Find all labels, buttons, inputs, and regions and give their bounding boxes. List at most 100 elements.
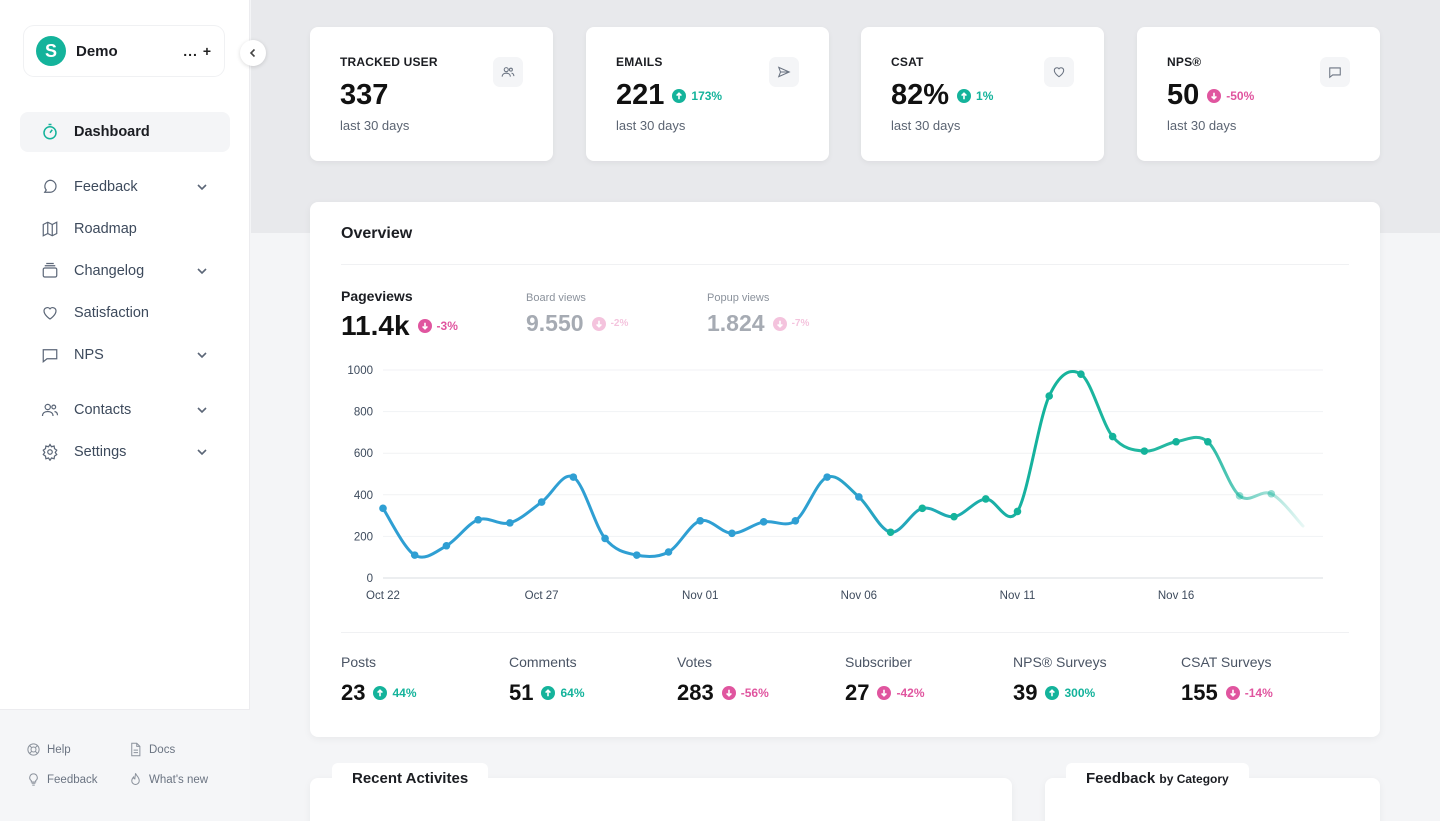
feedback-category-title-suffix: by Category: [1159, 772, 1229, 786]
sidebar-item-label: Changelog: [74, 263, 145, 279]
lightbulb-icon: [29, 773, 38, 786]
delta-value: 1%: [976, 88, 994, 103]
help-label: Help: [47, 743, 71, 756]
data-point: [981, 495, 990, 503]
sidebar-item-nps[interactable]: NPS: [20, 335, 230, 375]
stat-card-tracked-user[interactable]: TRACKED USER 337 last 30 days: [310, 27, 553, 161]
data-point: [1267, 489, 1276, 498]
arrow-down-icon: [1225, 686, 1240, 700]
whats-new-link[interactable]: What's new: [128, 772, 208, 787]
workspace-switcher[interactable]: S Demo ... +: [24, 26, 224, 76]
arrow-down-icon: [877, 686, 892, 700]
stat-value: 50: [1167, 79, 1200, 111]
feedback-link[interactable]: Feedback: [26, 772, 98, 787]
metric-pageviews[interactable]: Pageviews 11.4k -3%: [341, 288, 458, 342]
bottom-stat-comments[interactable]: Comments 51 64%: [509, 654, 585, 706]
data-point: [410, 551, 419, 559]
arrow-up-icon: [1045, 686, 1060, 700]
data-point: [379, 504, 387, 513]
workspace-name: Demo: [76, 42, 118, 60]
delta-value: -14%: [1244, 686, 1273, 700]
data-point: [506, 519, 514, 527]
data-point: [696, 517, 705, 525]
bottom-stat-subscriber[interactable]: Subscriber 27 -42%: [845, 654, 925, 706]
stat-value: 221: [616, 79, 665, 111]
users-icon: [40, 400, 60, 420]
metric-popup-views[interactable]: Popup views 1.824 -7%: [707, 292, 809, 337]
delta-value: -56%: [740, 686, 769, 700]
delta-badge: 300%: [1045, 686, 1095, 700]
sidebar-item-satisfaction[interactable]: Satisfaction: [20, 293, 230, 333]
y-tick-label: 1000: [347, 365, 373, 377]
sidebar-item-label: Contacts: [74, 402, 132, 418]
stat-subtitle: last 30 days: [340, 118, 410, 133]
metric-value: 11.4k: [341, 310, 410, 341]
collapse-sidebar-button[interactable]: [240, 40, 266, 66]
bottom-stat-label: Votes: [677, 654, 713, 670]
bottom-stat-posts[interactable]: Posts 23 44%: [341, 654, 417, 706]
delta-badge: 44%: [373, 686, 417, 700]
delta-badge: -14%: [1225, 686, 1273, 700]
heart-icon: [40, 303, 60, 323]
feedback-icon: [40, 177, 60, 197]
docs-label: Docs: [149, 743, 176, 756]
stat-card-csat[interactable]: CSAT 82% 1% last 30 days: [861, 27, 1104, 161]
data-point: [886, 528, 895, 537]
chevron-down-icon: [196, 264, 210, 278]
workspace-avatar: S: [36, 36, 66, 66]
metric-board-views[interactable]: Board views 9.550 -2%: [526, 292, 628, 337]
sidebar-item-contacts[interactable]: Contacts: [20, 390, 230, 430]
data-point: [1140, 447, 1149, 455]
delta-badge: 64%: [541, 686, 585, 700]
x-tick-label: Nov 06: [841, 590, 877, 602]
sidebar-item-changelog[interactable]: Changelog: [20, 251, 230, 291]
stat-card-nps[interactable]: NPS® 50 -50% last 30 days: [1137, 27, 1380, 161]
data-point: [632, 551, 641, 559]
stat-value: 337: [340, 79, 389, 111]
metric-label: Pageviews: [341, 288, 413, 304]
metric-label: Board views: [526, 292, 586, 304]
data-point: [601, 534, 609, 543]
docs-link[interactable]: Docs: [128, 742, 175, 757]
delta-value: 64%: [560, 686, 585, 700]
data-point: [950, 512, 958, 521]
data-point: [855, 493, 863, 501]
workspace-actions[interactable]: ... +: [183, 43, 212, 59]
x-tick-label: Nov 11: [1000, 590, 1036, 602]
data-point: [442, 541, 451, 550]
bottom-stat-value: 23: [341, 680, 366, 705]
bottom-stat-nps-surveys[interactable]: NPS® Surveys 39 300%: [1013, 654, 1107, 706]
sidebar-item-roadmap[interactable]: Roadmap: [20, 209, 230, 249]
metric-value: 1.824: [707, 310, 765, 336]
sidebar-item-dashboard[interactable]: Dashboard: [20, 112, 230, 152]
sidebar-item-label: Settings: [74, 444, 127, 460]
docs-icon: [131, 742, 141, 757]
y-tick-label: 800: [354, 407, 373, 419]
stat-subtitle: last 30 days: [891, 118, 961, 133]
arrow-up-icon: [957, 88, 972, 103]
bottom-stat-value: 39: [1013, 680, 1038, 705]
bottom-stat-csat-surveys[interactable]: CSAT Surveys 155 -14%: [1181, 654, 1273, 706]
help-link[interactable]: Help: [26, 742, 71, 757]
stat-card-emails[interactable]: EMAILS 221 173% last 30 days: [586, 27, 829, 161]
data-point: [1077, 370, 1085, 378]
help-icon: [27, 743, 40, 756]
chevron-down-icon: [196, 348, 210, 362]
bottom-stat-votes[interactable]: Votes 283 -56%: [677, 654, 769, 706]
overview-card: Overview Pageviews 11.4k -3% Board views…: [310, 202, 1380, 737]
data-point: [791, 517, 800, 525]
arrow-down-icon: [772, 316, 787, 331]
sidebar-item-settings[interactable]: Settings: [20, 432, 230, 472]
delta-value: -50%: [1226, 88, 1255, 103]
y-tick-label: 200: [354, 531, 373, 543]
sidebar-item-label: Roadmap: [74, 221, 137, 237]
delta-value: 173%: [691, 88, 723, 103]
sidebar-item-label: NPS: [74, 347, 104, 363]
stat-title: CSAT: [891, 55, 924, 69]
data-point: [1204, 437, 1212, 446]
delta-value: -7%: [791, 318, 810, 329]
delta-badge: 1%: [957, 88, 994, 103]
delta-badge: 173%: [672, 88, 723, 103]
bottom-stat-label: CSAT Surveys: [1181, 654, 1272, 670]
sidebar-item-feedback[interactable]: Feedback: [20, 167, 230, 207]
